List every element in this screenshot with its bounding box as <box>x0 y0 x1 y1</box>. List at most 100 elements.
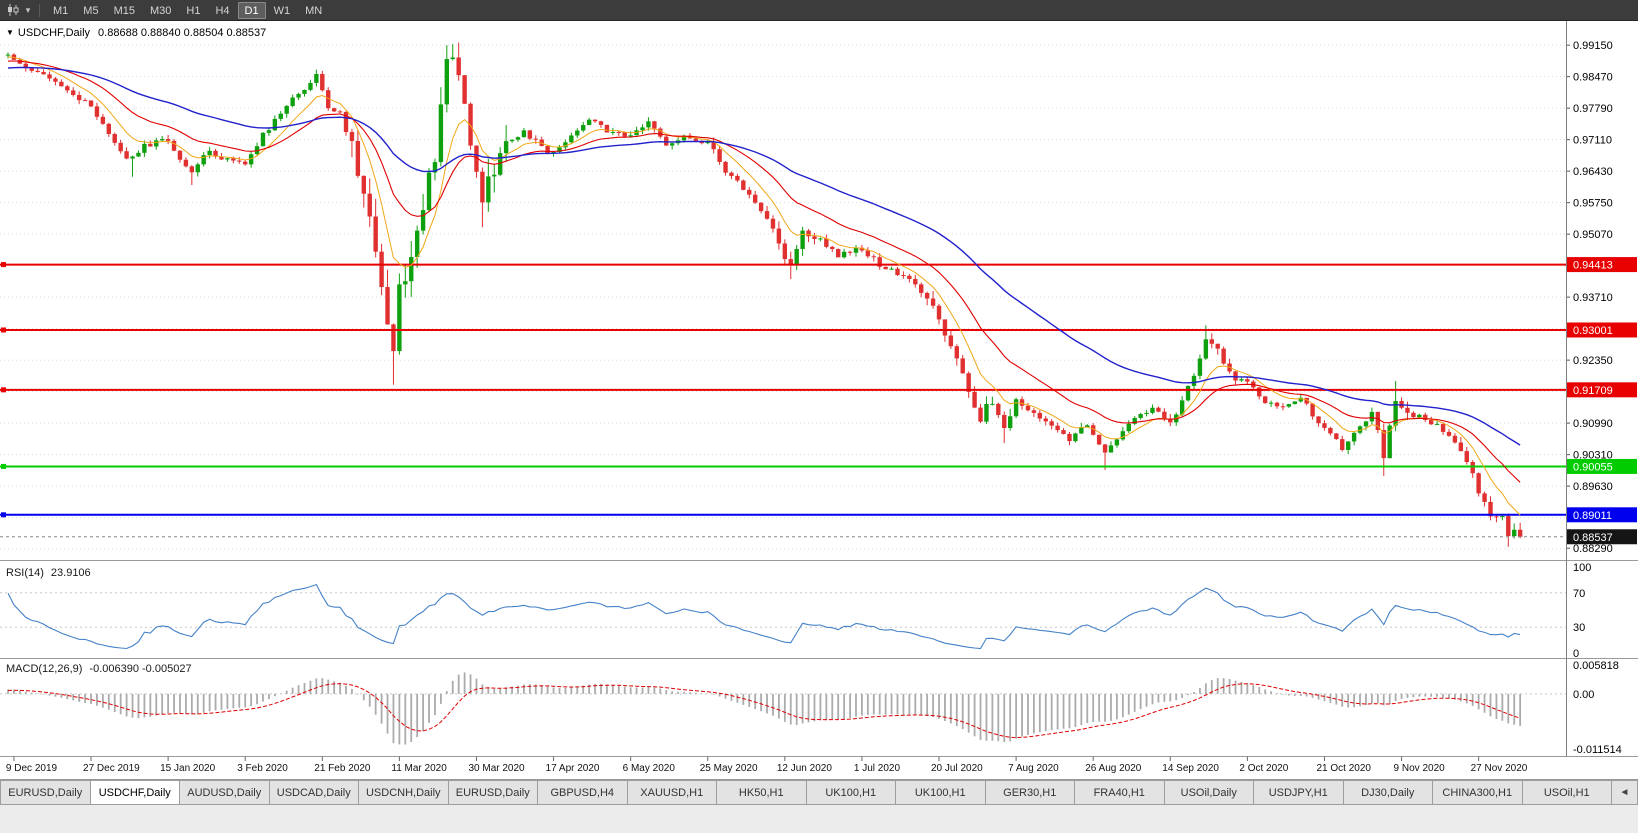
candlestick-series <box>5 42 1523 547</box>
chart-tabs: EURUSD,Daily USDCHF,Daily AUDUSD,Daily USDC… <box>0 779 1638 805</box>
svg-text:0.94413: 0.94413 <box>1573 260 1613 272</box>
chart-type-dropdown-icon[interactable]: ▾ <box>25 4 31 15</box>
chart-tab-usoil-daily[interactable]: USOil,Daily <box>1164 780 1254 805</box>
chart-tab-hk50-h1[interactable]: HK50,H1 <box>717 780 807 805</box>
one-click-trading-icon[interactable]: ▼ <box>6 28 14 37</box>
svg-text:100: 100 <box>1573 562 1591 574</box>
toolbar: ▾ M1 M5 M15 M30 H1 H4 D1 W1 MN <box>0 0 1638 21</box>
chart-tab-dj30-daily[interactable]: DJ30,Daily <box>1343 780 1433 805</box>
svg-text:0.88537: 0.88537 <box>1573 532 1613 544</box>
chart-tab-xauusd-h1[interactable]: XAUUSD,H1 <box>627 780 717 805</box>
chart-tab-uk100-h1[interactable]: UK100,H1 <box>806 780 896 805</box>
svg-text:70: 70 <box>1573 588 1585 600</box>
chart-tab-eurusd-daily[interactable]: EURUSD,Daily <box>0 780 91 805</box>
chart-tab-usdcnh-daily[interactable]: USDCNH,Daily <box>359 780 449 805</box>
status-strip <box>0 805 1638 833</box>
svg-text:0: 0 <box>1573 648 1579 660</box>
svg-text:0.99150: 0.99150 <box>1573 40 1613 52</box>
timeframe-button-m1[interactable]: M1 <box>53 4 69 17</box>
svg-text:0.97110: 0.97110 <box>1573 135 1612 147</box>
chart-area[interactable]: 0.99150 0.98470 0.97790 0.97110 0.96430 0.957… <box>0 21 1638 779</box>
svg-text:12 Jun 2020: 12 Jun 2020 <box>777 763 832 774</box>
toolbar-separator <box>39 3 40 17</box>
svg-text:17 Apr 2020: 17 Apr 2020 <box>546 763 600 774</box>
symbol-ohlc-values: 0.88688 0.88840 0.88504 0.88537 <box>98 27 267 39</box>
svg-text:0.95070: 0.95070 <box>1573 229 1613 241</box>
svg-text:14 Sep 2020: 14 Sep 2020 <box>1162 763 1219 774</box>
timeframe-button-m5[interactable]: M5 <box>83 4 99 17</box>
svg-text:0.00: 0.00 <box>1573 689 1594 701</box>
chart-tab-usdcad-daily[interactable]: USDCAD,Daily <box>269 780 359 805</box>
svg-text:0.93001: 0.93001 <box>1573 325 1613 337</box>
svg-text:20 Jul 2020: 20 Jul 2020 <box>931 763 983 774</box>
svg-text:0.96430: 0.96430 <box>1573 166 1613 178</box>
svg-text:11 Mar 2020: 11 Mar 2020 <box>391 763 447 774</box>
svg-text:21 Feb 2020: 21 Feb 2020 <box>314 763 371 774</box>
svg-text:0.005818: 0.005818 <box>1573 660 1619 672</box>
ma-20-line <box>7 60 1521 483</box>
macd-panel: 0.005818 0.00 -0.011514 <box>0 660 1622 756</box>
svg-text:30: 30 <box>1573 622 1585 634</box>
svg-text:25 May 2020: 25 May 2020 <box>700 763 758 774</box>
svg-text:0.92350: 0.92350 <box>1573 355 1613 367</box>
svg-text:0.89011: 0.89011 <box>1573 510 1612 522</box>
svg-text:0.88290: 0.88290 <box>1573 543 1613 555</box>
candlestick-icon <box>8 4 19 16</box>
chart-tab-eurusd-daily[interactable]: EURUSD,Daily <box>448 780 538 805</box>
chart-tab-uk100-h1[interactable]: UK100,H1 <box>896 780 986 805</box>
svg-text:0.95750: 0.95750 <box>1573 198 1613 210</box>
svg-text:0.91709: 0.91709 <box>1573 385 1613 397</box>
chart-tab-usdjpy-h1[interactable]: USDJPY,H1 <box>1254 780 1344 805</box>
svg-text:15 Jan 2020: 15 Jan 2020 <box>160 763 215 774</box>
chart-type-icon[interactable] <box>4 2 22 19</box>
svg-text:27 Dec 2019: 27 Dec 2019 <box>83 763 140 774</box>
svg-text:0.89630: 0.89630 <box>1573 481 1613 493</box>
svg-text:2 Oct 2020: 2 Oct 2020 <box>1239 763 1288 774</box>
chart-symbol-label: ▼ USDCHF,Daily 0.88688 0.88840 0.88504 0.8… <box>6 27 266 39</box>
svg-text:21 Oct 2020: 21 Oct 2020 <box>1316 763 1371 774</box>
timeframe-button-d1[interactable]: D1 <box>237 1 266 19</box>
timeframe-button-h1[interactable]: H1 <box>186 4 201 17</box>
svg-text:0.93710: 0.93710 <box>1573 292 1613 304</box>
horizontal-line-objects[interactable] <box>0 262 1566 518</box>
timeframe-button-m15[interactable]: M15 <box>113 4 135 17</box>
chart-tab-audusd-daily[interactable]: AUDUSD,Daily <box>180 780 270 805</box>
svg-text:9 Nov 2020: 9 Nov 2020 <box>1394 763 1446 774</box>
rsi-panel: 100 70 30 0 <box>0 562 1591 660</box>
chart-tab-gbpusd-h4[interactable]: GBPUSD,H4 <box>538 780 628 805</box>
rsi-line <box>7 583 1521 650</box>
svg-text:0.90055: 0.90055 <box>1573 461 1613 473</box>
chart-tab-ger30-h1[interactable]: GER30,H1 <box>985 780 1075 805</box>
svg-text:0.90990: 0.90990 <box>1573 418 1613 430</box>
rsi-indicator-value: 23.9106 <box>50 567 91 579</box>
chart-tab-china300-h1[interactable]: CHINA300,H1 <box>1433 780 1523 805</box>
rsi-indicator-name: RSI(14) <box>6 567 44 579</box>
timeframe-button-h4[interactable]: H4 <box>215 4 230 17</box>
timeframe-button-w1[interactable]: W1 <box>273 4 291 17</box>
macd-signal-line <box>7 683 1521 739</box>
chart-tab-fra40-h1[interactable]: FRA40,H1 <box>1075 780 1165 805</box>
timeframe-buttons: M1 M5 M15 M30 H1 H4 D1 W1 MN <box>46 1 329 19</box>
date-axis[interactable]: 9 Dec 2019 27 Dec 2019 15 Jan 2020 3 Feb 20… <box>6 756 1528 775</box>
chart-tab-usoil-h1[interactable]: USOil,H1 <box>1522 780 1612 805</box>
timeframe-button-mn[interactable]: MN <box>305 4 323 17</box>
svg-text:3 Feb 2020: 3 Feb 2020 <box>237 763 288 774</box>
svg-text:27 Nov 2020: 27 Nov 2020 <box>1471 763 1528 774</box>
chart-svg: 0.99150 0.98470 0.97790 0.97110 0.96430 0.957… <box>0 21 1638 775</box>
price-line-badges: 0.94413 0.93001 0.91709 0.90055 0.89011 0.885… <box>1567 257 1637 545</box>
svg-text:30 Mar 2020: 30 Mar 2020 <box>468 763 525 774</box>
symbol-name: USDCHF,Daily <box>17 27 91 39</box>
chart-tab-usdchf-daily[interactable]: USDCHF,Daily <box>90 780 180 805</box>
timeframe-button-m30[interactable]: M30 <box>149 4 172 17</box>
svg-text:0.97790: 0.97790 <box>1573 103 1613 115</box>
macd-panel-label: MACD(12,26,9) -0.006390 -0.005027 <box>6 663 192 675</box>
svg-text:6 May 2020: 6 May 2020 <box>623 763 676 774</box>
svg-text:0.98470: 0.98470 <box>1573 72 1613 84</box>
macd-indicator-values: -0.006390 -0.005027 <box>89 663 192 675</box>
svg-text:0.90310: 0.90310 <box>1573 450 1613 462</box>
rsi-panel-label: RSI(14) 23.9106 <box>6 567 91 579</box>
price-axis[interactable]: 0.99150 0.98470 0.97790 0.97110 0.96430 0.957… <box>1566 40 1613 555</box>
tab-scroll-left-button[interactable]: ◄ <box>1612 780 1638 805</box>
svg-text:-0.011514: -0.011514 <box>1573 744 1622 756</box>
ma-8-line <box>7 56 1521 516</box>
